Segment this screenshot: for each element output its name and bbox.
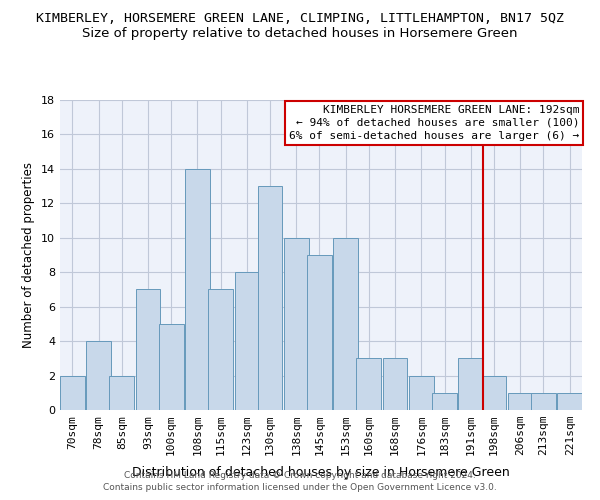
Bar bbox=[86, 341, 111, 410]
Bar bbox=[284, 238, 308, 410]
Bar bbox=[235, 272, 259, 410]
X-axis label: Distribution of detached houses by size in Horsemere Green: Distribution of detached houses by size … bbox=[132, 466, 510, 479]
Text: Contains HM Land Registry data © Crown copyright and database right 2024.
Contai: Contains HM Land Registry data © Crown c… bbox=[103, 471, 497, 492]
Bar bbox=[109, 376, 134, 410]
Bar bbox=[334, 238, 358, 410]
Bar bbox=[136, 290, 160, 410]
Bar bbox=[557, 393, 582, 410]
Bar bbox=[383, 358, 407, 410]
Bar bbox=[409, 376, 434, 410]
Bar bbox=[208, 290, 233, 410]
Bar bbox=[458, 358, 483, 410]
Bar bbox=[60, 376, 85, 410]
Text: Size of property relative to detached houses in Horsemere Green: Size of property relative to detached ho… bbox=[82, 28, 518, 40]
Bar bbox=[185, 169, 210, 410]
Text: KIMBERLEY, HORSEMERE GREEN LANE, CLIMPING, LITTLEHAMPTON, BN17 5QZ: KIMBERLEY, HORSEMERE GREEN LANE, CLIMPIN… bbox=[36, 12, 564, 26]
Bar bbox=[307, 255, 332, 410]
Bar bbox=[531, 393, 556, 410]
Bar bbox=[482, 376, 506, 410]
Bar bbox=[257, 186, 283, 410]
Bar bbox=[159, 324, 184, 410]
Bar bbox=[508, 393, 533, 410]
Bar bbox=[356, 358, 381, 410]
Text: KIMBERLEY HORSEMERE GREEN LANE: 192sqm
← 94% of detached houses are smaller (100: KIMBERLEY HORSEMERE GREEN LANE: 192sqm ←… bbox=[289, 104, 580, 141]
Bar bbox=[432, 393, 457, 410]
Y-axis label: Number of detached properties: Number of detached properties bbox=[22, 162, 35, 348]
